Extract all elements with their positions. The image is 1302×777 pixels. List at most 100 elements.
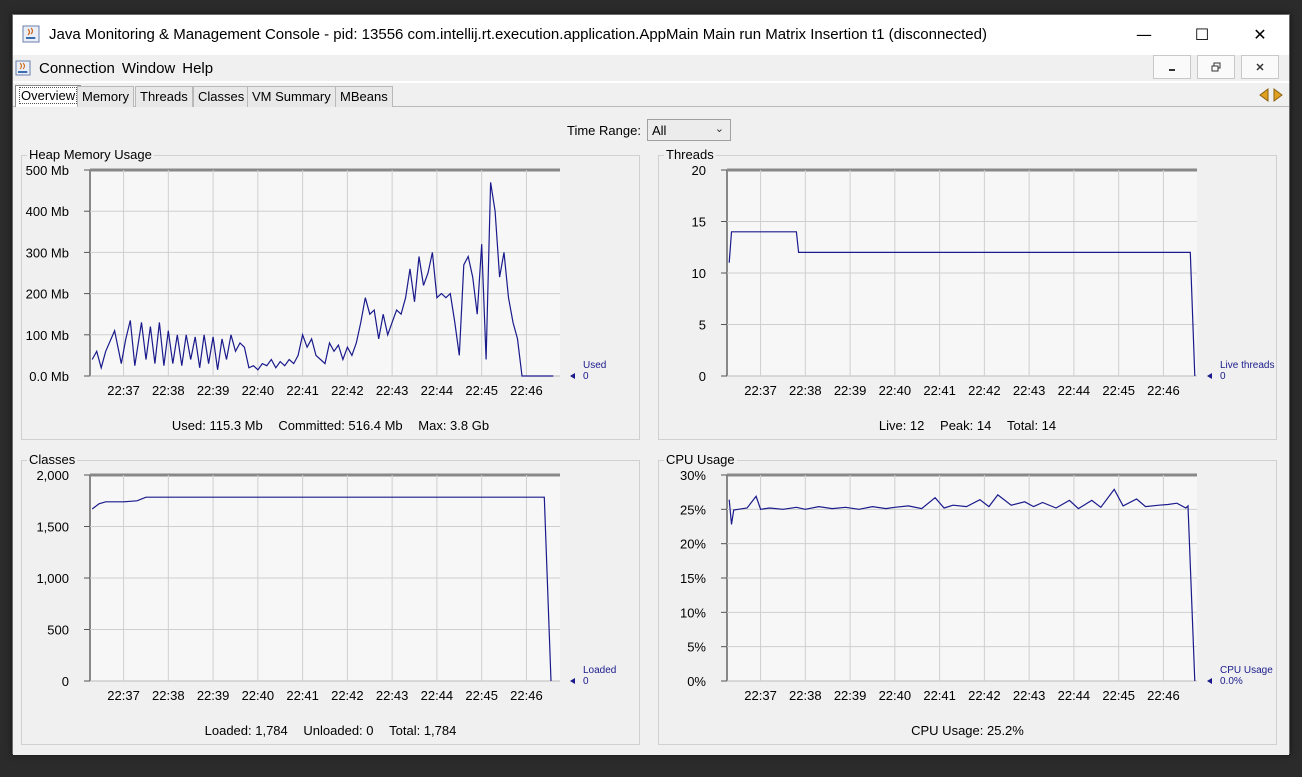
- x-tick-label: 22:42: [968, 383, 1001, 398]
- x-tick-label: 22:44: [421, 383, 454, 398]
- x-tick-label: 22:40: [242, 688, 275, 703]
- y-tick-label: 1,000: [36, 571, 69, 586]
- title-bar[interactable]: Java Monitoring & Management Console - p…: [13, 15, 1289, 53]
- legend-series-value: 0: [583, 371, 589, 382]
- y-tick-label: 500 Mb: [26, 163, 69, 178]
- y-tick-label: 20%: [680, 537, 706, 552]
- legend-series-value: 0.0%: [1220, 676, 1243, 687]
- x-tick-label: 22:38: [152, 383, 185, 398]
- cpu-usage-value: CPU Usage: 25.2%: [911, 723, 1024, 738]
- x-tick-label: 22:46: [510, 688, 543, 703]
- y-tick-label: 0: [62, 674, 69, 689]
- tab-mbeans[interactable]: MBeans: [335, 86, 393, 107]
- y-tick-label: 100 Mb: [26, 328, 69, 343]
- legend-marker: [1207, 678, 1212, 684]
- x-tick-label: 22:43: [1013, 688, 1046, 703]
- tab-classes[interactable]: Classes: [193, 86, 250, 107]
- x-tick-label: 22:39: [834, 383, 867, 398]
- tab-memory[interactable]: Memory: [77, 86, 134, 107]
- tab-overview-label: Overview: [18, 87, 78, 104]
- x-tick-label: 22:37: [744, 688, 777, 703]
- internal-close-button[interactable]: [1241, 55, 1279, 79]
- x-tick-label: 22:46: [1147, 383, 1180, 398]
- x-tick-label: 22:39: [197, 688, 230, 703]
- threads-peak-value: Peak: 14: [940, 418, 992, 433]
- minimize-button[interactable]: —: [1136, 24, 1152, 44]
- series-line-cpu-usage: [728, 488, 1196, 682]
- legend-series-name: Loaded: [583, 665, 616, 676]
- x-tick-label: 22:45: [465, 383, 498, 398]
- window-title: Java Monitoring & Management Console - p…: [49, 25, 987, 43]
- chevron-down-icon: ⌄: [714, 123, 724, 135]
- close-icon: [1256, 63, 1264, 71]
- cpu-usage-chart: 22:37 22:38 22:39 22:40 22:41 22:42 22:43 22:44…: [680, 468, 1273, 703]
- menu-help[interactable]: Help: [182, 59, 214, 77]
- overview-content: Time Range: All ⌄ Heap Memory Usage 22:3…: [13, 107, 1289, 755]
- heap-committed-value: Committed: 516.4 Mb: [278, 418, 403, 433]
- classes-panel: Classes 22:37 22:38 22:39 22:40 22:41 22:42 22…: [21, 452, 640, 745]
- x-tick-label: 22:42: [331, 383, 364, 398]
- minimize-icon: [1169, 69, 1175, 71]
- plot-area: [90, 170, 560, 376]
- series-line-live-threads: [728, 231, 1196, 377]
- legend-marker: [570, 678, 575, 684]
- classes-unloaded-value: Unloaded: 0: [303, 723, 374, 738]
- heap-used-value: Used: 115.3 Mb: [171, 418, 263, 433]
- maximize-button[interactable]: ☐: [1194, 24, 1210, 44]
- y-tick-label: 15: [692, 215, 706, 230]
- tab-vm-summary[interactable]: VM Summary: [247, 86, 336, 107]
- y-tick-label: 2,000: [36, 468, 69, 483]
- close-button[interactable]: ✕: [1253, 24, 1267, 44]
- tab-bar: Overview Memory Threads Classes VM Summa…: [13, 83, 1289, 108]
- y-tick-label: 0%: [687, 674, 706, 689]
- series-line-loaded: [91, 496, 552, 682]
- x-tick-label: 22:37: [107, 383, 140, 398]
- x-tick-label: 22:38: [152, 688, 185, 703]
- internal-minimize-button[interactable]: [1153, 55, 1191, 79]
- time-range-value: All: [651, 122, 667, 138]
- y-tick-label: 15%: [680, 571, 706, 586]
- legend-series-name: Live threads: [1220, 360, 1274, 371]
- tab-overview[interactable]: Overview: [15, 85, 82, 108]
- cpu-usage-panel: CPU Usage 22:37 22:38 22:39 22:40 22:41 22:42…: [658, 452, 1277, 745]
- threads-live-value: Live: 12: [878, 418, 925, 433]
- jconsole-window: Java Monitoring & Management Console - p…: [12, 14, 1290, 755]
- time-range-select[interactable]: All ⌄: [646, 119, 731, 141]
- x-tick-label: 22:41: [923, 688, 956, 703]
- time-range-control: Time Range: All ⌄: [567, 119, 731, 141]
- internal-restore-button[interactable]: [1197, 55, 1235, 79]
- classes-footer: Loaded: 1,784 Unloaded: 0 Total: 1,784: [22, 723, 639, 738]
- x-tick-label: 22:42: [968, 688, 1001, 703]
- restore-icon: [1211, 62, 1221, 72]
- threads-panel-title: Threads: [664, 147, 716, 162]
- menu-connection[interactable]: Connection: [39, 59, 115, 77]
- tab-threads[interactable]: Threads: [135, 86, 193, 107]
- heap-footer: Used: 115.3 Mb Committed: 516.4 Mb Max: …: [22, 418, 639, 433]
- x-tick-label: 22:44: [1058, 383, 1091, 398]
- x-tick-label: 22:44: [421, 688, 454, 703]
- legend-series-name: CPU Usage: [1220, 665, 1273, 676]
- menu-window[interactable]: Window: [121, 59, 176, 77]
- java-app-icon: [21, 24, 41, 44]
- x-tick-label: 22:40: [879, 383, 912, 398]
- series-line-used: [91, 182, 554, 377]
- x-tick-label: 22:43: [376, 383, 409, 398]
- y-tick-label: 300 Mb: [26, 245, 69, 260]
- legend-series-value: 0: [583, 676, 589, 687]
- y-tick-label: 10: [692, 266, 706, 281]
- x-tick-label: 22:41: [286, 383, 319, 398]
- y-tick-label: 30%: [680, 468, 706, 483]
- x-tick-label: 22:44: [1058, 688, 1091, 703]
- java-menu-icon[interactable]: [15, 60, 31, 76]
- heap-panel-title: Heap Memory Usage: [27, 147, 154, 162]
- menu-bar: Connection Window Help: [13, 55, 1289, 81]
- x-tick-label: 22:41: [923, 383, 956, 398]
- x-tick-label: 22:45: [1102, 383, 1135, 398]
- x-tick-label: 22:42: [331, 688, 364, 703]
- threads-footer: Live: 12 Peak: 14 Total: 14: [659, 418, 1276, 433]
- heap-memory-chart: 22:37 22:38 22:39 22:40 22:41 22:42 22:43 22:44…: [26, 163, 607, 398]
- classes-chart: 22:37 22:38 22:39 22:40 22:41 22:42 22:43 22:44…: [36, 468, 616, 703]
- x-tick-label: 22:38: [789, 688, 822, 703]
- tab-scroll-arrows-icon[interactable]: [1259, 87, 1283, 103]
- x-tick-label: 22:40: [879, 688, 912, 703]
